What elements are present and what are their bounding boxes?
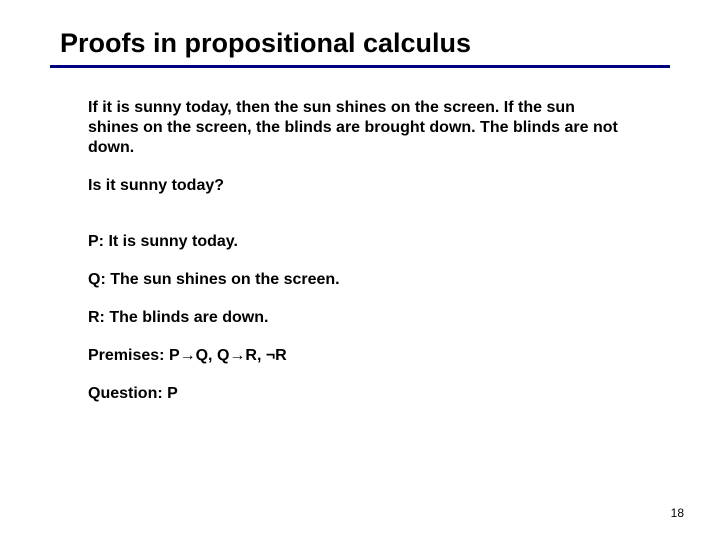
r-definition: R: The blinds are down. [88,308,628,328]
title-rule [50,65,670,68]
p-definition: P: It is sunny today. [88,232,628,252]
question-formal: Question: P [88,384,628,404]
slide-title: Proofs in propositional calculus [50,28,670,65]
premises-formal: Premises: P→Q, Q→R, ¬R [88,346,628,366]
slide: Proofs in propositional calculus If it i… [0,0,720,540]
question-paragraph: Is it sunny today? [88,176,628,196]
spacer [88,214,632,232]
page-number: 18 [671,506,684,520]
q-definition: Q: The sun shines on the screen. [88,270,628,290]
slide-body: If it is sunny today, then the sun shine… [50,98,670,404]
premise-paragraph: If it is sunny today, then the sun shine… [88,98,628,158]
